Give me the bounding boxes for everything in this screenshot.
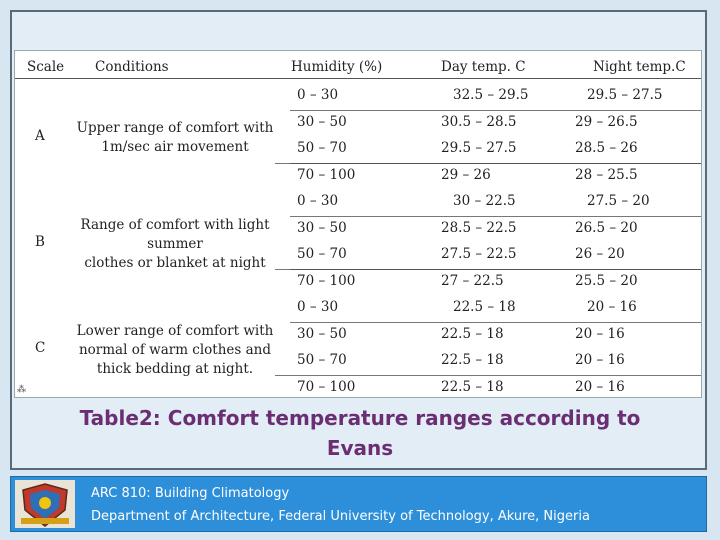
humidity-cell: 50 – 70 xyxy=(297,352,347,368)
group-rule xyxy=(290,162,701,164)
humidity-cell: 0 – 30 xyxy=(297,193,339,209)
night-temp-cell: 28.5 – 26 xyxy=(575,140,638,156)
night-temp-cell: 29.5 – 27.5 xyxy=(587,87,663,103)
day-temp-cell: 27 – 22.5 xyxy=(441,272,504,289)
condition-text: Lower range of comfort with normal of war… xyxy=(75,322,275,379)
condition-text: Range of comfort with light summer clothes… xyxy=(75,216,275,273)
condition-line: normal of warm clothes and xyxy=(78,341,272,358)
row-rule xyxy=(275,374,701,376)
humidity-cell: 70 – 100 xyxy=(297,378,356,395)
night-temp-cell: 25.5 – 20 xyxy=(575,272,638,289)
condition-line: 1m/sec air movement xyxy=(101,139,249,155)
day-temp-cell: 32.5 – 29.5 xyxy=(453,87,529,103)
day-temp-cell: 22.5 – 18 xyxy=(441,378,504,395)
humidity-cell: 0 – 30 xyxy=(297,87,339,103)
humidity-cell: 70 – 100 xyxy=(297,272,356,289)
footer-department: Department of Architecture, Federal Univ… xyxy=(91,509,590,524)
caption-line-2: Evans xyxy=(326,436,394,460)
caption-line-1: Table2: Comfort temperature ranges accor… xyxy=(79,406,641,430)
day-temp-cell: 28.5 – 22.5 xyxy=(441,219,517,236)
header-night-temp: Night temp.C xyxy=(593,59,686,75)
day-temp-cell: 22.5 – 18 xyxy=(441,325,504,342)
humidity-cell: 0 – 30 xyxy=(297,299,339,315)
condition-line: Upper range of comfort with xyxy=(76,120,274,136)
night-temp-cell: 20 – 16 xyxy=(587,299,637,315)
day-temp-cell: 27.5 – 22.5 xyxy=(441,246,517,262)
condition-line: summer xyxy=(147,235,203,252)
day-temp-cell: 30.5 – 28.5 xyxy=(441,113,517,130)
header-conditions: Conditions xyxy=(95,59,169,75)
header-rule xyxy=(15,78,701,79)
group-rule xyxy=(290,268,701,270)
condition-text: Upper range of comfort with 1m/sec air mo… xyxy=(75,119,275,157)
scale-label: C xyxy=(35,340,46,356)
condition-line: thick bedding at night. xyxy=(96,360,254,377)
day-temp-cell: 22.5 – 18 xyxy=(441,352,504,368)
day-temp-cell: 29.5 – 27.5 xyxy=(441,140,517,156)
row-rule xyxy=(290,215,701,217)
footer-course: ARC 810: Building Climatology xyxy=(91,486,290,501)
day-temp-cell: 29 – 26 xyxy=(441,166,491,183)
night-temp-cell: 27.5 – 20 xyxy=(587,193,650,209)
humidity-cell: 50 – 70 xyxy=(297,246,347,262)
humidity-cell: 70 – 100 xyxy=(297,166,356,183)
comfort-table: Scale Conditions Humidity (%) Day temp. … xyxy=(14,50,702,398)
night-temp-cell: 29 – 26.5 xyxy=(575,113,638,130)
row-rule xyxy=(290,109,701,111)
table-caption: Table2: Comfort temperature ranges accor… xyxy=(20,403,700,463)
scale-label: B xyxy=(35,234,45,250)
night-temp-cell: 20 – 16 xyxy=(575,325,625,342)
condition-line: clothes or blanket at night xyxy=(84,254,266,271)
night-temp-cell: 26.5 – 20 xyxy=(575,219,638,236)
humidity-cell: 30 – 50 xyxy=(297,325,347,342)
night-temp-cell: 20 – 16 xyxy=(575,352,625,368)
night-temp-cell: 26 – 20 xyxy=(575,246,625,262)
night-temp-cell: 20 – 16 xyxy=(575,378,625,395)
header-day-temp: Day temp. C xyxy=(441,59,526,75)
header-scale: Scale xyxy=(27,59,65,75)
condition-line: Lower range of comfort with xyxy=(76,322,274,339)
header-humidity: Humidity (%) xyxy=(291,59,383,75)
university-crest-icon xyxy=(15,480,75,528)
humidity-cell: 50 – 70 xyxy=(297,140,347,156)
corner-mark: ⁂ xyxy=(17,385,26,395)
scale-label: A xyxy=(35,128,45,144)
condition-line: Range of comfort with light xyxy=(80,216,270,233)
day-temp-cell: 22.5 – 18 xyxy=(453,299,516,315)
day-temp-cell: 30 – 22.5 xyxy=(453,193,516,209)
humidity-cell: 30 – 50 xyxy=(297,113,347,130)
footer-bar: ARC 810: Building Climatology Department… xyxy=(10,476,707,532)
row-rule xyxy=(290,321,701,323)
night-temp-cell: 28 – 25.5 xyxy=(575,166,638,183)
humidity-cell: 30 – 50 xyxy=(297,219,347,236)
